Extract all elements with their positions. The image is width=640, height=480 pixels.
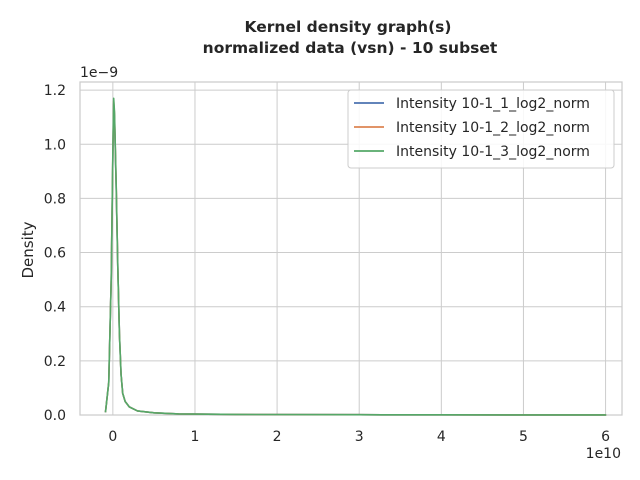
- x-tick-label: 0: [108, 429, 117, 445]
- series-group: [104, 97, 607, 416]
- chart-title: Kernel density graph(s): [245, 18, 452, 36]
- y-tick-label: 0.0: [44, 408, 66, 424]
- y-tick-label: 1.0: [44, 137, 66, 153]
- grid: [80, 82, 622, 416]
- y-tick-label: 0.6: [44, 246, 66, 262]
- y-axis-label: Density: [19, 221, 37, 278]
- x-tick-label: 2: [273, 429, 282, 445]
- x-offset-label: 1e10: [586, 446, 621, 462]
- x-tick-label: 6: [601, 429, 610, 445]
- y-tick-label: 0.4: [44, 300, 66, 316]
- legend-label-2: Intensity 10-1_2_log2_norm: [396, 120, 590, 136]
- x-tick-label: 4: [437, 429, 446, 445]
- series-line-3: [104, 97, 607, 416]
- x-tick-label: 5: [519, 429, 528, 445]
- x-tick-label: 3: [355, 429, 364, 445]
- legend-box: [347, 89, 615, 169]
- legend: Intensity 10-1_1_log2_norm Intensity 10-1…: [347, 89, 615, 169]
- y-tick-label: 1.2: [44, 83, 66, 99]
- legend-label-1: Intensity 10-1_1_log2_norm: [396, 96, 590, 112]
- y-tick-label: 0.8: [44, 191, 66, 207]
- x-tick-label: 1: [191, 429, 200, 445]
- chart-subtitle: normalized data (vsn) - 10 subset: [203, 39, 498, 57]
- y-tick-labels: 0.0 0.2 0.4 0.6 0.8 1.0 1.2: [44, 83, 66, 424]
- legend-label-3: Intensity 10-1_3_log2_norm: [396, 144, 590, 160]
- x-tick-labels: 0 1 2 3 4 5 6: [108, 429, 610, 445]
- y-tick-label: 0.2: [44, 354, 66, 370]
- y-offset-label: 1e−9: [80, 65, 118, 81]
